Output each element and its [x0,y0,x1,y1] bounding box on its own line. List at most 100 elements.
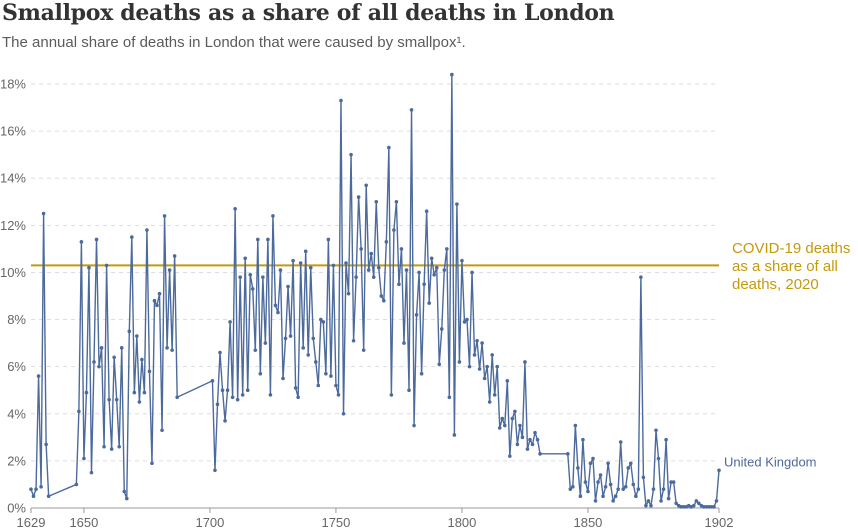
data-point [447,395,452,400]
data-point [130,235,134,239]
data-point [329,374,333,378]
data-point [97,364,101,369]
data-point [702,505,706,509]
data-point [452,433,457,437]
data-point [89,470,94,475]
data-point [513,409,517,414]
data-point [477,367,482,371]
data-point [361,348,366,352]
data-point [399,247,404,251]
data-point [167,268,172,272]
data-point [46,494,51,499]
data-point [389,393,394,397]
data-point [344,261,348,265]
data-point [492,393,497,397]
data-point [268,393,273,397]
data-point [649,503,653,508]
data-point [152,298,157,303]
data-point [712,505,716,509]
data-point [258,371,263,376]
data-point [502,423,507,428]
data-point [707,505,711,509]
data-point [525,447,530,451]
data-point [618,440,623,444]
data-point [432,273,437,277]
data-point [535,437,540,442]
data-point [288,334,293,338]
data-point [41,211,46,216]
data-point [533,430,537,435]
data-point [666,496,671,501]
data-point [117,444,122,449]
data-point [639,275,643,279]
data-point [351,338,356,343]
data-point [616,487,620,491]
data-point [306,353,311,357]
data-point [334,383,338,388]
data-point [530,442,535,447]
data-point [470,270,474,275]
data-point [324,371,328,376]
data-point [223,419,227,423]
data-point [382,298,386,303]
data-point [397,282,401,287]
data-point [379,294,384,298]
data-point [427,301,431,305]
data-point [601,494,605,499]
data-point [296,395,300,400]
data-point [664,437,668,442]
data-point [371,275,376,279]
data-point [36,374,41,378]
data-point [364,183,368,188]
data-point [692,503,696,508]
data-point [608,482,613,487]
data-point [419,371,424,376]
data-point [369,251,374,256]
data-point [679,505,683,509]
data-point [661,487,666,491]
data-point [79,240,84,244]
chart-title: Smallpox deaths as a share of all deaths… [2,0,615,26]
data-point [336,393,341,397]
data-point [583,480,588,484]
data-point [230,395,235,400]
data-point [631,482,636,487]
y-tick-label: 2% [7,453,26,468]
data-point [218,350,222,355]
covid-reference-label: COVID-19 deaths as a share of all deaths, … [732,240,850,293]
y-tick-label: 8% [7,312,26,327]
covid-reference-label-line: COVID-19 deaths [732,240,850,257]
data-point [460,258,464,263]
data-point [114,397,119,402]
data-point [578,494,583,499]
data-point [74,482,79,487]
y-tick-label: 6% [7,359,26,374]
data-point [34,487,38,491]
data-point [319,317,323,322]
data-point [613,494,618,499]
data-point [565,452,570,456]
data-point [99,346,104,350]
data-point [581,437,585,442]
data-point [404,268,409,272]
data-point [490,353,494,357]
data-point [346,291,351,296]
y-tick-label: 10% [0,265,26,280]
data-point [697,501,701,506]
data-point [636,487,641,491]
data-point [623,485,628,489]
x-tick-label: 1850 [573,515,602,530]
data-point [497,426,502,430]
data-point [681,505,686,509]
y-tick-label: 12% [0,218,26,233]
data-point [374,199,379,204]
data-point [263,341,268,345]
data-point [593,499,598,503]
data-point [119,346,124,350]
data-point [591,456,595,461]
data-point [641,475,646,480]
data-point [439,327,444,331]
data-point [495,364,500,369]
y-tick-label: 14% [0,171,26,186]
data-point [213,468,217,473]
